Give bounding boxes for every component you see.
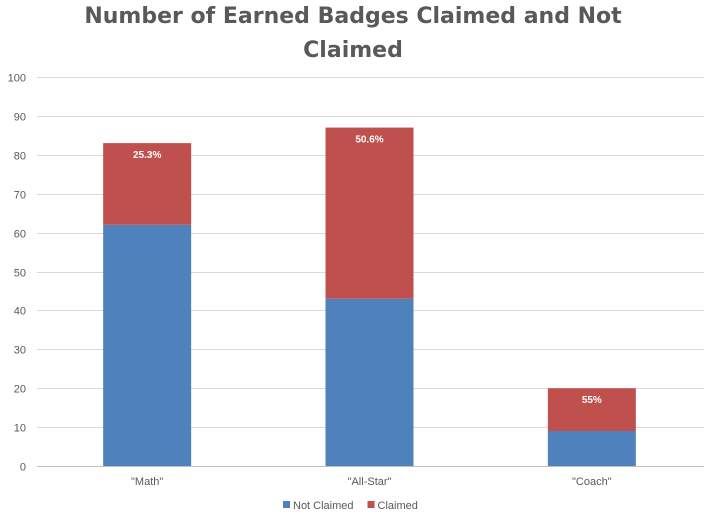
bar-claimed [547, 388, 636, 431]
chart-title-line-1: Number of Earned Badges Claimed and Not [84, 4, 622, 29]
y-tick-label: 70 [14, 190, 26, 202]
data-label: 50.6% [355, 135, 383, 146]
y-tick-label: 80 [14, 151, 26, 163]
data-label: 55% [582, 395, 602, 406]
legend: Not Claimed Claimed [283, 500, 418, 512]
y-tick-label: 10 [14, 423, 26, 435]
category-label: "Coach" [572, 476, 612, 488]
category-label: "Math" [131, 476, 163, 488]
y-tick-label: 40 [14, 306, 26, 318]
y-axis: 0 10 20 30 40 50 60 70 80 90 100 [8, 73, 26, 474]
legend-swatch-not-claimed [283, 501, 290, 508]
bar-not-claimed [103, 224, 192, 466]
bar-claimed [103, 143, 192, 225]
chart-title-line-2: Claimed [303, 38, 403, 63]
legend-label-claimed: Claimed [378, 500, 418, 512]
chart-title: Number of Earned Badges Claimed and Not … [0, 0, 706, 68]
y-tick-label: 30 [14, 345, 26, 357]
y-tick-label: 90 [14, 112, 26, 124]
legend-label-not-claimed: Not Claimed [293, 500, 354, 512]
bar-claimed [325, 127, 414, 299]
category-label: "All-Star" [348, 476, 392, 488]
y-tick-label: 50 [14, 268, 26, 280]
x-axis: "Math" "All-Star" "Coach" [131, 476, 612, 488]
data-label: 25.3% [133, 150, 161, 161]
bar-not-claimed [325, 298, 414, 466]
y-tick-label: 60 [14, 229, 26, 241]
bars: 25.3% 50.6% 55% [103, 127, 636, 466]
y-tick-label: 100 [8, 73, 26, 85]
legend-swatch-claimed [367, 501, 375, 508]
y-tick-label: 0 [20, 462, 26, 474]
bar-not-claimed [547, 430, 636, 466]
y-tick-label: 20 [14, 384, 26, 396]
